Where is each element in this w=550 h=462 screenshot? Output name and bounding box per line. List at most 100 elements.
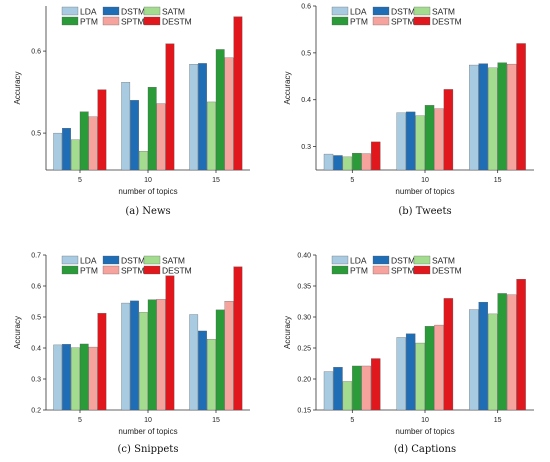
bar-ptm-15 [497,293,507,411]
legend-label-lda: LDA [80,7,97,17]
legend-swatch-destm [413,16,431,26]
bar-destm-15 [233,266,243,411]
figure-caption: (b) Tweets [398,206,451,217]
y-axis-label: Accuracy [13,316,22,349]
figure-caption: (a) News [125,206,170,217]
bar-dstm-5 [333,155,343,171]
bar-lda-10 [121,82,131,171]
bar-ptm-15 [215,309,225,411]
legend: LDA DSTM SATM PTM SPTM DESTM [61,6,192,27]
y-tick-label: 0.30 [297,315,311,322]
legend-label-dstm: DSTM [391,7,415,17]
bar-dstm-5 [62,344,71,411]
legend-label-sptm: SPTM [391,266,415,276]
bar-satm-15 [488,67,498,171]
legend: LDA DSTM SATM PTM SPTM DESTM [331,255,462,276]
y-axis-label: Accuracy [283,316,292,349]
legend-swatch-satm [143,6,161,16]
legend-label-lda: LDA [350,256,367,266]
y-tick-label: 0.20 [297,377,311,384]
legend-label-dstm: DSTM [391,256,415,266]
bar-sptm-10 [434,324,444,411]
bar-sptm-5 [361,365,371,411]
x-tick-label: 10 [144,177,152,184]
legend-swatch-destm [143,16,161,26]
chart-panel-2: 0.3 0.4 0.5 0.6 Accuracy 5 10 15 number of topic… [283,4,534,217]
legend-swatch-destm [143,265,161,275]
bar-satm-15 [207,101,216,171]
bar-ptm-10 [147,87,157,171]
legend-label-lda: LDA [80,256,97,266]
bar-destm-5 [371,141,381,171]
bar-dstm-15 [198,330,207,411]
y-tick-label: 0.6 [301,4,311,11]
bar-dstm-5 [333,367,343,411]
bar-satm-15 [207,339,216,411]
bar-sptm-15 [506,294,517,411]
y-tick-label: 0.3 [301,144,311,151]
x-axis-label: number of topics [118,187,177,196]
legend: LDA DSTM SATM PTM SPTM DESTM [331,7,462,27]
bar-dstm-10 [405,333,416,411]
bar-lda-15 [189,64,199,171]
legend-swatch-sptm [102,16,120,26]
bar-satm-15 [488,313,498,411]
bar-satm-5 [342,381,353,411]
legend-swatch-ptm [331,16,349,26]
bar-destm-5 [97,313,107,411]
x-tick-label: 15 [494,417,502,424]
bar-sptm-15 [506,63,517,171]
y-tick-label: 0.40 [297,253,311,260]
legend-label-satm: SATM [162,256,185,266]
legend-label-ptm: PTM [80,266,98,276]
y-axis-label: Accuracy [283,72,292,105]
bar-ptm-5 [352,365,362,411]
legend-swatch-sptm [372,16,390,26]
chart-panel-4: 0.15 0.20 0.25 0.30 0.35 0.40 Accuracy 5 10 15 num… [283,253,534,455]
bar-destm-5 [97,89,107,171]
legend: LDA DSTM SATM PTM SPTM DESTM [61,255,192,276]
legend-label-destm: DESTM [162,17,192,27]
bar-satm-10 [415,115,425,171]
bar-ptm-10 [424,105,435,171]
legend-label-destm: DESTM [432,266,462,276]
x-tick-label: 5 [78,417,82,424]
bar-lda-10 [396,337,406,411]
bar-satm-10 [415,342,425,411]
y-tick-label: 0.35 [297,284,311,291]
bar-dstm-5 [62,128,71,171]
legend-swatch-ptm [61,265,79,275]
legend-label-satm: SATM [432,256,455,266]
bar-dstm-10 [130,100,139,171]
legend-swatch-dstm [102,255,120,265]
legend-label-ptm: PTM [350,266,368,276]
bar-dstm-15 [198,63,207,171]
bar-destm-10 [443,89,454,171]
y-axis-label: Accuracy [13,72,22,105]
bar-sptm-15 [224,57,234,171]
y-tick-label: 0.6 [31,49,41,56]
figure-caption: (c) Snippets [118,444,179,455]
bar-ptm-15 [215,49,225,171]
bar-satm-5 [71,347,80,411]
bar-lda-10 [396,112,406,171]
bar-satm-5 [342,156,353,171]
legend-swatch-lda [61,255,79,265]
legend-swatch-lda [61,6,79,16]
y-tick-label: 0.4 [31,346,41,353]
y-tick-label: 0.4 [301,97,311,104]
bar-ptm-5 [352,152,362,171]
legend-label-sptm: SPTM [121,17,145,27]
legend-swatch-dstm [372,255,390,265]
bar-destm-10 [443,298,454,411]
bar-sptm-15 [224,301,234,411]
legend-swatch-destm [413,265,431,275]
bar-dstm-15 [478,63,488,171]
legend-label-destm: DESTM [432,17,462,27]
bar-ptm-10 [424,326,435,411]
legend-swatch-ptm [331,265,349,275]
bar-satm-5 [71,139,80,171]
legend-swatch-satm [413,255,431,265]
y-tick-label: 0.7 [31,253,41,260]
